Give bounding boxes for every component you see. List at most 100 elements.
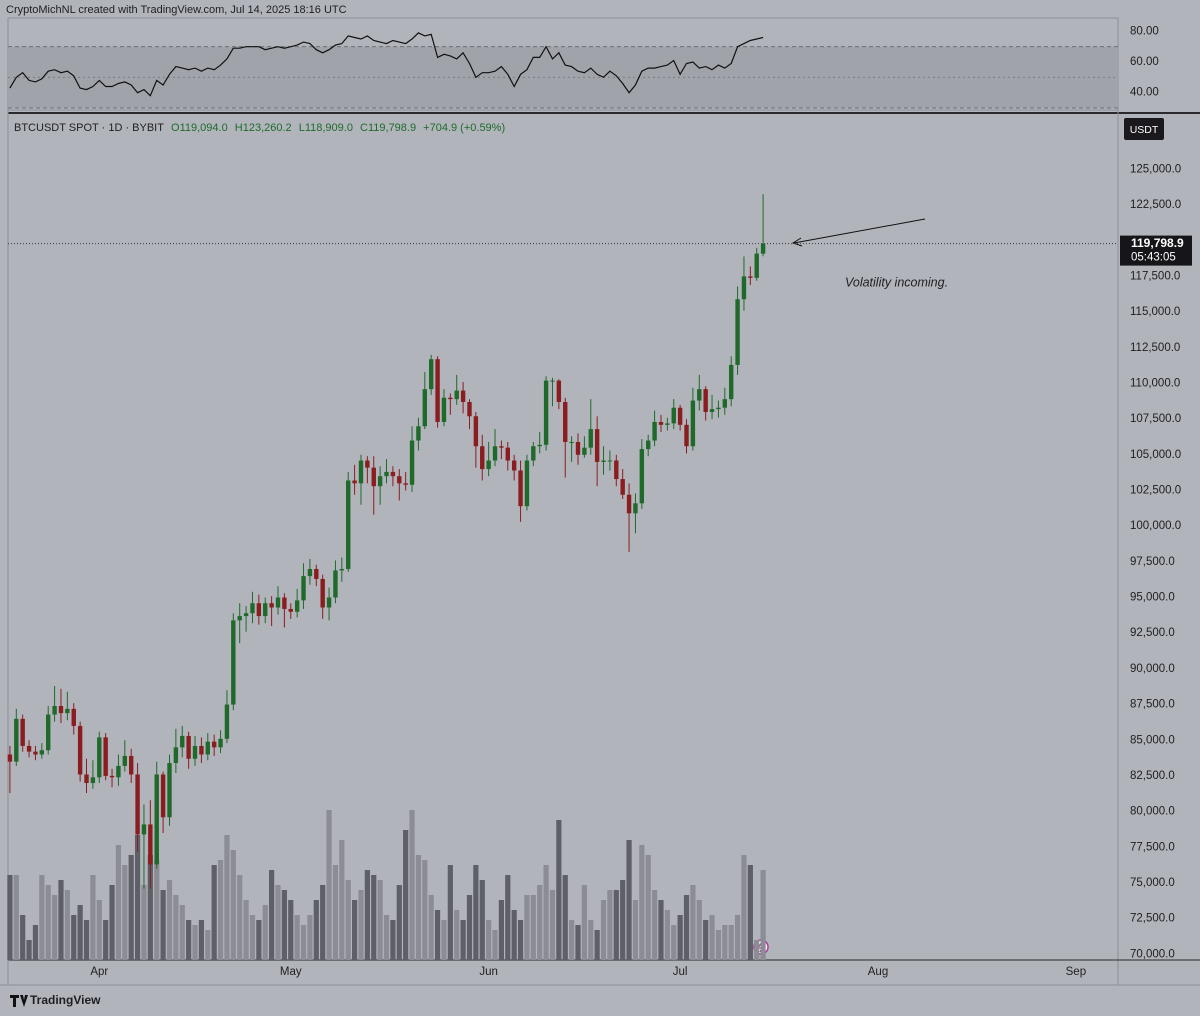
ohlc-low: L118,909.0 [298,122,353,134]
volume-bar [198,920,205,960]
volume-bar [549,890,556,960]
candle-body [39,750,45,755]
candle-body [141,824,147,835]
candle-body [473,416,479,447]
candle-body [594,429,600,462]
volume-bar [613,890,619,960]
candle-body [531,446,536,461]
y-tick-label: 72,500.0 [1130,913,1175,925]
volume-bar [741,855,747,960]
candle-body [620,479,625,495]
y-tick-label: 110,000.0 [1130,377,1180,389]
volume-bar [447,865,453,960]
candle-body [601,460,606,462]
annotation-text: Volatility incoming. [845,275,948,289]
candle-body [282,597,287,609]
annotation-arrowhead [791,237,803,247]
volume-bar [734,915,741,960]
volume-bar [243,900,249,960]
candle-body [218,738,223,748]
candle-body [480,446,485,470]
candle-body [148,824,153,865]
volume-bar [39,875,45,960]
candle-body [167,763,172,818]
candle-body [709,409,715,412]
volume-bar [390,920,396,960]
x-tick-label: Apr [90,966,108,978]
candle-body [492,446,498,461]
candle-body [499,446,504,448]
volume-bar [109,885,115,960]
candle-body [575,441,581,455]
candle-body [454,390,459,400]
rsi-tick-label: 40.00 [1130,87,1159,99]
volume-bar [575,925,581,960]
annotation-arrow [793,218,926,244]
candle-body [192,745,198,759]
x-tick-label: Aug [868,966,888,978]
volume-bar [415,855,422,960]
candle-body [748,276,753,278]
candle-body [77,725,83,775]
volume-bar [556,820,562,960]
candle-body [460,390,466,402]
candle-body [741,276,747,300]
y-tick-label: 97,500.0 [1130,556,1175,568]
volume-bar [505,875,511,960]
candle-body [14,718,19,762]
candle-body [441,397,447,422]
candle-body [154,774,159,865]
volume-bar [754,940,760,960]
candle-body [365,460,370,468]
candle-body [626,494,632,514]
volume-bar [486,920,492,960]
ohlc-high: H123,260.2 [234,122,292,134]
volume-bar [294,915,300,960]
candle-body [103,737,108,776]
y-tick-label: 107,500.0 [1130,413,1181,425]
volume-bar [64,890,70,960]
x-tick-label: Sep [1066,966,1086,978]
y-tick-label: 125,000.0 [1130,163,1181,175]
candle-body [409,440,415,485]
brand-logo [10,995,28,1007]
ohlc-open: O119,094.0 [171,122,228,134]
candle-body [26,745,32,752]
candle-body [569,441,574,443]
candle-body [275,597,281,608]
candle-body [607,460,613,462]
volume-bar [192,925,198,960]
volume-bar [160,890,166,960]
volume-bar [77,905,83,960]
candle-body [377,476,383,487]
candle-body [422,389,428,427]
candle-body [186,735,191,759]
volume-bar [122,865,128,960]
volume-bar [186,920,192,960]
candle-body [416,426,421,441]
candle-body [211,741,217,748]
y-tick-label: 112,500.0 [1130,342,1180,354]
volume-bar [537,885,543,960]
volume-bar [83,920,90,960]
candle-body [358,460,364,484]
y-tick-label: 75,000.0 [1130,877,1175,889]
y-tick-label: 82,500.0 [1130,770,1175,782]
candle-body [448,397,453,400]
x-tick-label: May [280,966,302,978]
volume-bar [339,840,345,960]
candle-body [352,480,357,484]
y-tick-label: 70,000.0 [1130,948,1175,960]
candle-body [671,407,676,424]
candle-body [128,755,134,775]
candle-body [301,576,306,601]
candle-body [46,714,51,751]
y-tick-label: 100,000.0 [1130,520,1181,532]
volume-bar [620,880,626,960]
volume-bar [709,915,715,960]
candle-body [173,747,179,764]
volume-bar [275,885,281,960]
volume-bar [103,920,109,960]
volume-bar [332,865,339,960]
